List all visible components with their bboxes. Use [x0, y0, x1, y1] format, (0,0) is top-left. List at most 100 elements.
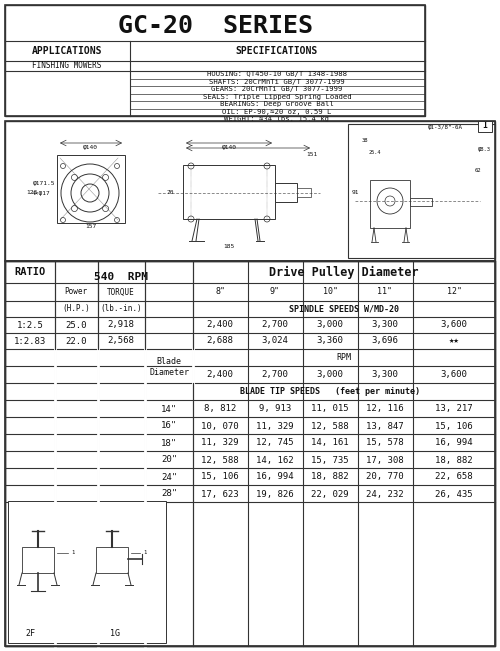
- Text: 2F: 2F: [25, 628, 35, 637]
- Text: I: I: [482, 122, 488, 130]
- Text: 185: 185: [224, 245, 234, 249]
- Text: WEIGHT: ≈34 lbs, 15.4 kg: WEIGHT: ≈34 lbs, 15.4 kg: [224, 117, 330, 122]
- Text: 18, 882: 18, 882: [435, 456, 473, 465]
- Bar: [183, 165, 275, 219]
- Bar: [22, 547, 54, 573]
- Text: 14, 161: 14, 161: [311, 439, 349, 447]
- Bar: [5, 121, 495, 261]
- Text: 16, 994: 16, 994: [256, 473, 294, 482]
- Bar: [275, 183, 297, 202]
- Text: 24, 232: 24, 232: [366, 490, 404, 499]
- Text: 157: 157: [86, 225, 96, 230]
- Text: Drive Pulley Diameter: Drive Pulley Diameter: [269, 266, 419, 279]
- Text: BEARINGS: Deep Groove Ball: BEARINGS: Deep Groove Ball: [220, 102, 334, 107]
- Text: 1: 1: [143, 551, 146, 555]
- Text: φ1-3/8"-6A: φ1-3/8"-6A: [428, 124, 462, 130]
- Text: 3,300: 3,300: [372, 320, 398, 329]
- Text: 12": 12": [446, 288, 462, 296]
- Bar: [5, 261, 495, 646]
- Text: 17, 623: 17, 623: [201, 490, 239, 499]
- Text: 8, 812: 8, 812: [204, 404, 236, 413]
- Text: 11, 015: 11, 015: [311, 404, 349, 413]
- Text: RPM: RPM: [336, 353, 351, 363]
- Text: 3,000: 3,000: [316, 370, 344, 378]
- Text: OIL: EP-90,≈20 oz, 0.59 L: OIL: EP-90,≈20 oz, 0.59 L: [222, 109, 332, 115]
- Text: 17, 308: 17, 308: [366, 456, 404, 465]
- Text: φ171.5: φ171.5: [32, 180, 55, 186]
- Text: 1: 1: [71, 551, 74, 555]
- Text: 1:2.83: 1:2.83: [14, 337, 46, 346]
- Text: SHAFTS: 20CrMnTi GB/T 3077-1999: SHAFTS: 20CrMnTi GB/T 3077-1999: [209, 79, 345, 85]
- Text: 2,918: 2,918: [108, 320, 134, 329]
- Bar: [96, 547, 128, 573]
- Bar: [5, 261, 495, 646]
- Text: φ8.3: φ8.3: [478, 146, 491, 152]
- Text: 24": 24": [161, 473, 177, 482]
- Text: 18, 882: 18, 882: [311, 473, 349, 482]
- Bar: [478, 121, 492, 132]
- Text: 2,400: 2,400: [206, 320, 234, 329]
- Text: 2,700: 2,700: [262, 320, 288, 329]
- Text: 91: 91: [352, 189, 360, 195]
- Bar: [5, 5, 425, 116]
- Text: 13, 217: 13, 217: [435, 404, 473, 413]
- Text: 14": 14": [161, 404, 177, 413]
- Bar: [297, 188, 311, 197]
- Text: GC-20  SERIES: GC-20 SERIES: [118, 14, 312, 38]
- Text: 22, 029: 22, 029: [311, 490, 349, 499]
- Text: RATIO: RATIO: [14, 267, 46, 277]
- Text: 38: 38: [362, 139, 368, 143]
- Text: 12, 745: 12, 745: [256, 439, 294, 447]
- Text: GEARS: 20CrMnTi GB/T 3077-1999: GEARS: 20CrMnTi GB/T 3077-1999: [212, 87, 342, 92]
- Text: 14, 162: 14, 162: [256, 456, 294, 465]
- Text: 22, 658: 22, 658: [435, 473, 473, 482]
- Text: 3,600: 3,600: [440, 320, 468, 329]
- Text: 3,600: 3,600: [440, 370, 468, 378]
- Text: 62: 62: [475, 169, 482, 174]
- Text: 15, 578: 15, 578: [366, 439, 404, 447]
- Text: SPECIFICATIONS: SPECIFICATIONS: [236, 46, 318, 56]
- Text: 15, 735: 15, 735: [311, 456, 349, 465]
- Bar: [348, 124, 495, 258]
- Text: Blade
Diameter: Blade Diameter: [149, 357, 189, 377]
- Text: 26, 435: 26, 435: [435, 490, 473, 499]
- Text: 15, 106: 15, 106: [201, 473, 239, 482]
- Bar: [5, 261, 495, 646]
- Text: 25.4: 25.4: [369, 150, 382, 156]
- Text: APPLICATIONS: APPLICATIONS: [32, 46, 102, 56]
- Text: 10": 10": [322, 288, 338, 296]
- Text: 2,688: 2,688: [206, 337, 234, 346]
- Text: 3,696: 3,696: [372, 337, 398, 346]
- Text: 11": 11": [378, 288, 392, 296]
- Bar: [8, 501, 166, 643]
- Text: 22.0: 22.0: [65, 337, 87, 346]
- Text: 28": 28": [161, 490, 177, 499]
- Text: 151: 151: [306, 152, 318, 156]
- Text: 18": 18": [161, 439, 177, 447]
- Text: 3,024: 3,024: [262, 337, 288, 346]
- Bar: [57, 155, 125, 223]
- Text: 70: 70: [166, 191, 174, 195]
- Text: FINSHING MOWERS: FINSHING MOWERS: [32, 61, 102, 70]
- Text: 19, 826: 19, 826: [256, 490, 294, 499]
- Bar: [410, 198, 432, 206]
- Text: (lb.-in.): (lb.-in.): [100, 305, 142, 314]
- Text: 20": 20": [161, 456, 177, 465]
- Bar: [5, 121, 495, 261]
- Text: 9": 9": [270, 288, 280, 296]
- Text: 123: 123: [26, 191, 38, 195]
- Text: 3,000: 3,000: [316, 320, 344, 329]
- Text: HOUSING: QT450-10 GB/T 1348-1988: HOUSING: QT450-10 GB/T 1348-1988: [207, 72, 347, 77]
- Text: 13, 847: 13, 847: [366, 421, 404, 430]
- Text: 15, 106: 15, 106: [435, 421, 473, 430]
- Text: φ140: φ140: [222, 146, 236, 150]
- Text: 20, 770: 20, 770: [366, 473, 404, 482]
- Bar: [5, 5, 425, 116]
- Text: 10, 070: 10, 070: [201, 421, 239, 430]
- Text: 1:2.5: 1:2.5: [16, 320, 44, 329]
- Text: 11, 329: 11, 329: [201, 439, 239, 447]
- Text: 2,568: 2,568: [108, 337, 134, 346]
- Text: 16, 994: 16, 994: [435, 439, 473, 447]
- Text: 3,300: 3,300: [372, 370, 398, 378]
- Text: BLADE TIP SPEEDS   (feet per minute): BLADE TIP SPEEDS (feet per minute): [240, 387, 420, 396]
